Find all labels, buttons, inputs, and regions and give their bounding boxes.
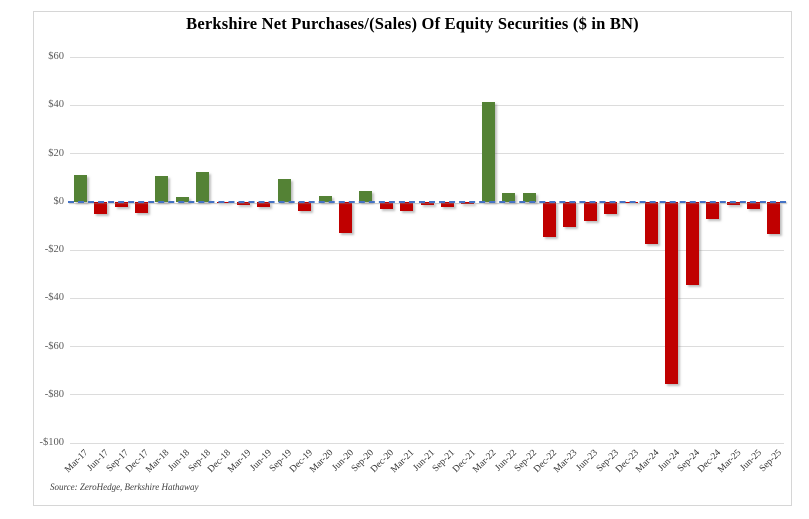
zero-line (68, 200, 786, 203)
y-tick-label: -$80 (44, 388, 64, 400)
y-tick-label: -$100 (39, 437, 65, 448)
y-tick-label: $20 (48, 147, 64, 159)
bar-Jun-24 (665, 201, 679, 384)
bar-Sep-20 (359, 190, 373, 202)
bar-Dec-21 (461, 201, 475, 205)
bar-Dec-20 (379, 201, 393, 209)
bar-Dec-19 (298, 201, 312, 212)
bar-Mar-19 (236, 201, 250, 206)
bar-Jun-22 (502, 192, 516, 202)
y-tick-label: -$20 (44, 244, 64, 255)
bar-Jun-25 (746, 201, 760, 209)
bar-Sep-24 (685, 201, 699, 285)
y-tick-label: $40 (48, 99, 64, 111)
gridline (70, 442, 784, 444)
source-note: Source: ZeroHedge, Berkshire Hathaway (50, 482, 199, 492)
y-tick-label: $0 (53, 195, 65, 207)
bar-Mar-20 (318, 195, 332, 202)
bar-Jun-18 (175, 196, 189, 202)
gridline (70, 394, 784, 396)
bar-Mar-24 (644, 201, 658, 244)
y-tick-label: $60 (48, 51, 64, 62)
bar-Mar-25 (726, 201, 740, 206)
gridline (70, 56, 784, 58)
bar-Mar-22 (481, 101, 495, 202)
bar-Jun-19 (257, 201, 271, 207)
bar-Sep-23 (604, 201, 618, 214)
bar-Sep-22 (522, 192, 536, 202)
bar-Sep-19 (277, 178, 291, 202)
bar-Sep-18 (196, 171, 210, 202)
bar-Dec-22 (542, 201, 556, 237)
bar-Sep-17 (114, 201, 128, 207)
bar-Sep-25 (767, 201, 781, 235)
bar-Mar-18 (155, 176, 169, 202)
bar-Mar-23 (563, 201, 577, 228)
chart-title: Berkshire Net Purchases/(Sales) Of Equit… (186, 14, 639, 33)
bar-Jun-20 (338, 201, 352, 234)
gridline (70, 249, 784, 251)
bar-Dec-24 (706, 201, 720, 219)
bar-Jun-23 (583, 201, 597, 222)
bar-Dec-17 (134, 201, 148, 213)
bar-Jun-21 (420, 201, 434, 206)
y-tick-label: -$40 (44, 292, 64, 304)
bar-Sep-21 (440, 201, 454, 207)
gridline (70, 346, 784, 347)
bar-Mar-17 (73, 175, 87, 202)
gridline (70, 104, 784, 106)
bar-Jun-17 (94, 201, 108, 214)
y-tick-label: -$60 (44, 340, 64, 352)
bar-Mar-21 (400, 201, 414, 212)
gridline (70, 297, 784, 299)
gridline (70, 153, 784, 154)
